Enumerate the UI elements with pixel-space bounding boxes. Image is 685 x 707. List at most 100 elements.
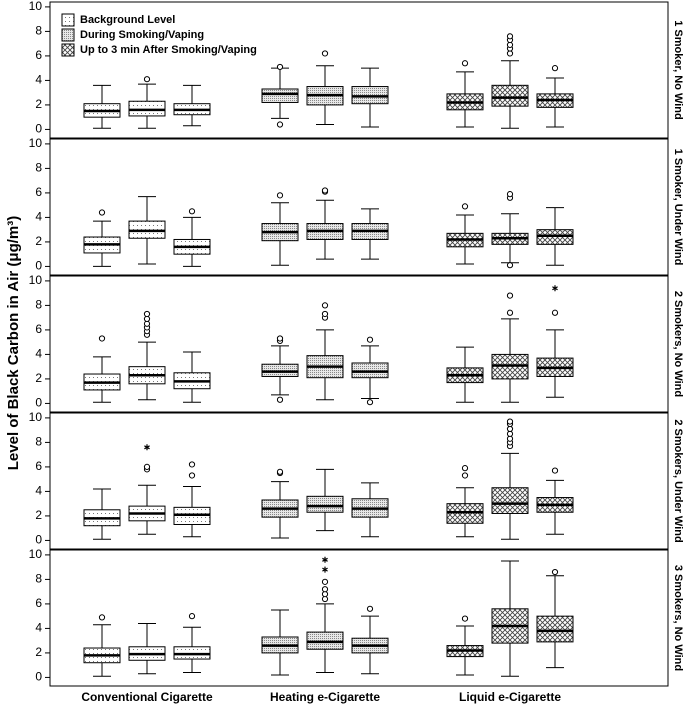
outlier [366, 399, 374, 406]
outlier [461, 472, 469, 479]
legend-swatch [61, 28, 75, 42]
y-tick-label: 6 [35, 459, 42, 473]
extreme [144, 444, 150, 451]
y-tick-label: 4 [35, 210, 42, 224]
outlier [321, 50, 329, 57]
y-tick-label: 10 [29, 136, 43, 150]
outlier [506, 418, 514, 425]
y-axis-label: Level of Black Carbon in Air (μg/m³) [5, 216, 22, 471]
panel-title: 3 Smokers, No Wind [672, 565, 684, 671]
y-tick-label: 6 [35, 185, 42, 199]
outlier [98, 335, 106, 342]
outlier [276, 63, 284, 71]
y-tick-label: 8 [35, 298, 42, 312]
y-tick-label: 8 [35, 435, 42, 449]
y-tick-label: 8 [35, 572, 42, 586]
outlier [461, 615, 469, 622]
outlier [276, 335, 284, 342]
outlier [506, 33, 514, 40]
panel-title: 2 Smokers, Under Wind [672, 419, 684, 542]
outlier [461, 203, 469, 210]
panel-frame [49, 412, 669, 550]
y-tick-label: 6 [35, 596, 42, 610]
outlier [98, 614, 106, 621]
x-tick-label: Liquid e-Cigarette [459, 690, 561, 704]
outlier [276, 121, 284, 128]
legend-label: During Smoking/Vaping [80, 29, 204, 41]
outlier [276, 192, 284, 199]
box [491, 487, 529, 514]
y-tick-label: 0 [35, 533, 42, 547]
y-tick-label: 8 [35, 24, 42, 38]
outlier [98, 209, 106, 216]
box [261, 88, 299, 103]
outlier [188, 472, 196, 479]
outlier [188, 208, 196, 215]
panel-frame [49, 1, 669, 139]
outlier [143, 76, 151, 83]
extreme [322, 566, 328, 573]
y-tick-label: 0 [35, 670, 42, 684]
outlier [276, 396, 284, 403]
y-tick-label: 2 [35, 508, 42, 522]
panel-frame [49, 549, 669, 687]
outlier [551, 309, 559, 316]
extreme [322, 556, 328, 563]
y-tick-label: 2 [35, 371, 42, 385]
y-tick-label: 8 [35, 161, 42, 175]
y-tick-label: 0 [35, 122, 42, 136]
outlier [143, 310, 151, 318]
outlier [551, 65, 559, 72]
outlier [143, 463, 151, 471]
outlier [461, 465, 469, 472]
extreme [552, 285, 558, 292]
y-tick-label: 0 [35, 259, 42, 273]
y-tick-label: 6 [35, 48, 42, 62]
outlier [188, 613, 196, 620]
outlier [321, 187, 329, 194]
x-tick-label: Conventional Cigarette [81, 690, 213, 704]
y-tick-label: 2 [35, 97, 42, 111]
legend-swatch [61, 13, 75, 27]
y-tick-label: 10 [29, 410, 43, 424]
outlier [321, 586, 329, 593]
outlier [321, 310, 329, 318]
y-tick-label: 4 [35, 484, 42, 498]
legend-swatch [61, 43, 75, 57]
outlier [276, 468, 284, 475]
outlier [321, 302, 329, 309]
box [491, 84, 529, 107]
x-tick-label: Heating e-Cigarette [270, 690, 380, 704]
outlier [461, 60, 469, 67]
outlier [366, 605, 374, 612]
outlier [366, 336, 374, 343]
panel-frame [49, 138, 669, 276]
y-tick-label: 6 [35, 322, 42, 336]
box [306, 495, 344, 513]
outlier [506, 191, 514, 198]
outlier [321, 578, 329, 585]
box [536, 615, 574, 643]
panel-title: 2 Smokers, No Wind [672, 291, 684, 397]
outlier [188, 461, 196, 468]
y-tick-label: 4 [35, 73, 42, 87]
y-tick-label: 4 [35, 621, 42, 635]
outlier [506, 262, 514, 269]
legend-label: Up to 3 min After Smoking/Vaping [80, 44, 257, 56]
outlier [551, 568, 559, 576]
outlier [506, 292, 514, 299]
panel-frame [49, 275, 669, 413]
panel-title: 1 Smoker, Under Wind [672, 149, 684, 266]
y-tick-label: 2 [35, 645, 42, 659]
legend-label: Background Level [80, 14, 175, 26]
panel-title: 1 Smoker, No Wind [672, 20, 684, 120]
y-tick-label: 0 [35, 396, 42, 410]
outlier [506, 309, 514, 316]
y-tick-label: 2 [35, 234, 42, 248]
outlier [551, 467, 559, 474]
y-tick-label: 4 [35, 347, 42, 361]
y-tick-label: 10 [29, 0, 43, 13]
y-tick-label: 10 [29, 273, 43, 287]
y-tick-label: 10 [29, 547, 43, 561]
